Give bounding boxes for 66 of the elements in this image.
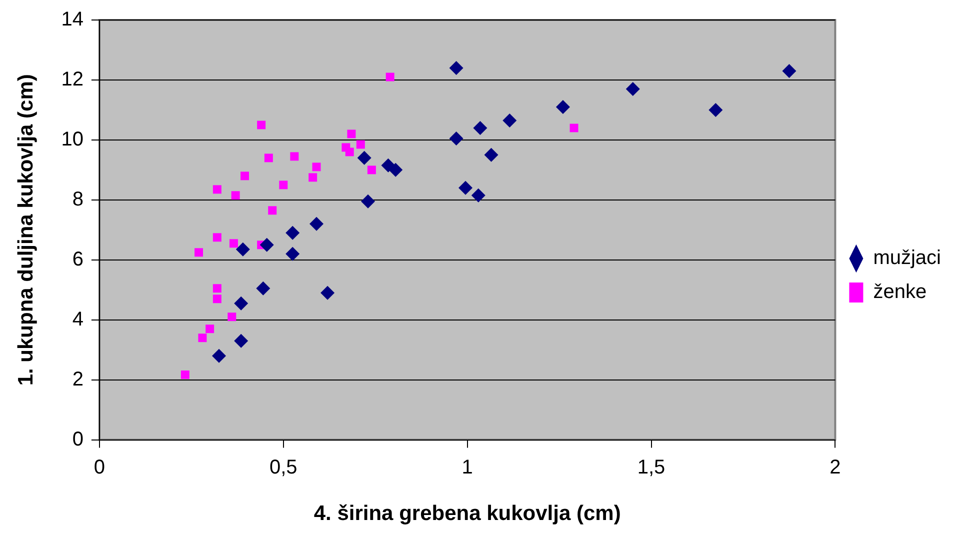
y-tick-label: 2 [72,368,84,390]
x-axis-title: 4. širina grebena kukovlja (cm) [314,502,621,526]
point [309,216,324,231]
y-axis-title: 1. ukupna duljina kukovlja (cm) [14,74,38,386]
point [388,162,403,177]
point [570,124,578,132]
point [782,64,796,78]
point [471,188,486,202]
x-tick-label: 0 [94,456,106,478]
point [556,100,570,114]
point [386,72,394,82]
point [367,166,376,174]
point [361,194,375,208]
x-tick-label: 2 [830,456,841,478]
point [257,120,266,130]
y-tick-label: 14 [61,8,84,31]
point [228,312,236,322]
point [286,246,300,261]
point [212,348,226,363]
point [502,113,517,128]
point [312,162,321,172]
legend-label: mužjaci [873,247,942,270]
point [347,130,356,138]
point [240,172,249,180]
y-tick-label: 12 [61,68,84,90]
point [356,140,365,149]
point [320,286,335,300]
point [290,152,299,161]
point [194,248,204,257]
y-tick-label: 0 [72,428,84,450]
point [180,370,190,379]
point [279,180,288,190]
point [260,238,274,252]
point [234,334,248,348]
y-tick-label: 8 [72,188,84,210]
point [206,324,214,334]
point [449,131,464,146]
point [308,173,318,182]
point [357,150,372,165]
point [286,226,300,240]
point [256,281,270,296]
legend-label: ženke [873,281,927,304]
point [473,120,488,135]
x-tick-label: 0,5 [269,456,298,478]
point [449,60,464,75]
y-tick-label: 6 [72,248,84,270]
y-tick-label: 10 [61,128,84,150]
point [229,239,238,248]
point [708,102,723,117]
point [268,206,277,215]
x-tick-label: 1,5 [637,456,666,478]
point [212,284,222,293]
point [212,233,222,242]
point [484,148,498,162]
x-tick-label: 1 [462,456,473,478]
point [236,242,250,256]
y-tick-label: 4 [72,308,84,330]
point [626,82,640,96]
point [458,180,472,195]
point [264,154,273,162]
point [345,148,354,156]
point [212,185,222,194]
point [198,334,207,342]
point [231,191,240,200]
point [234,296,248,310]
point [212,294,222,304]
